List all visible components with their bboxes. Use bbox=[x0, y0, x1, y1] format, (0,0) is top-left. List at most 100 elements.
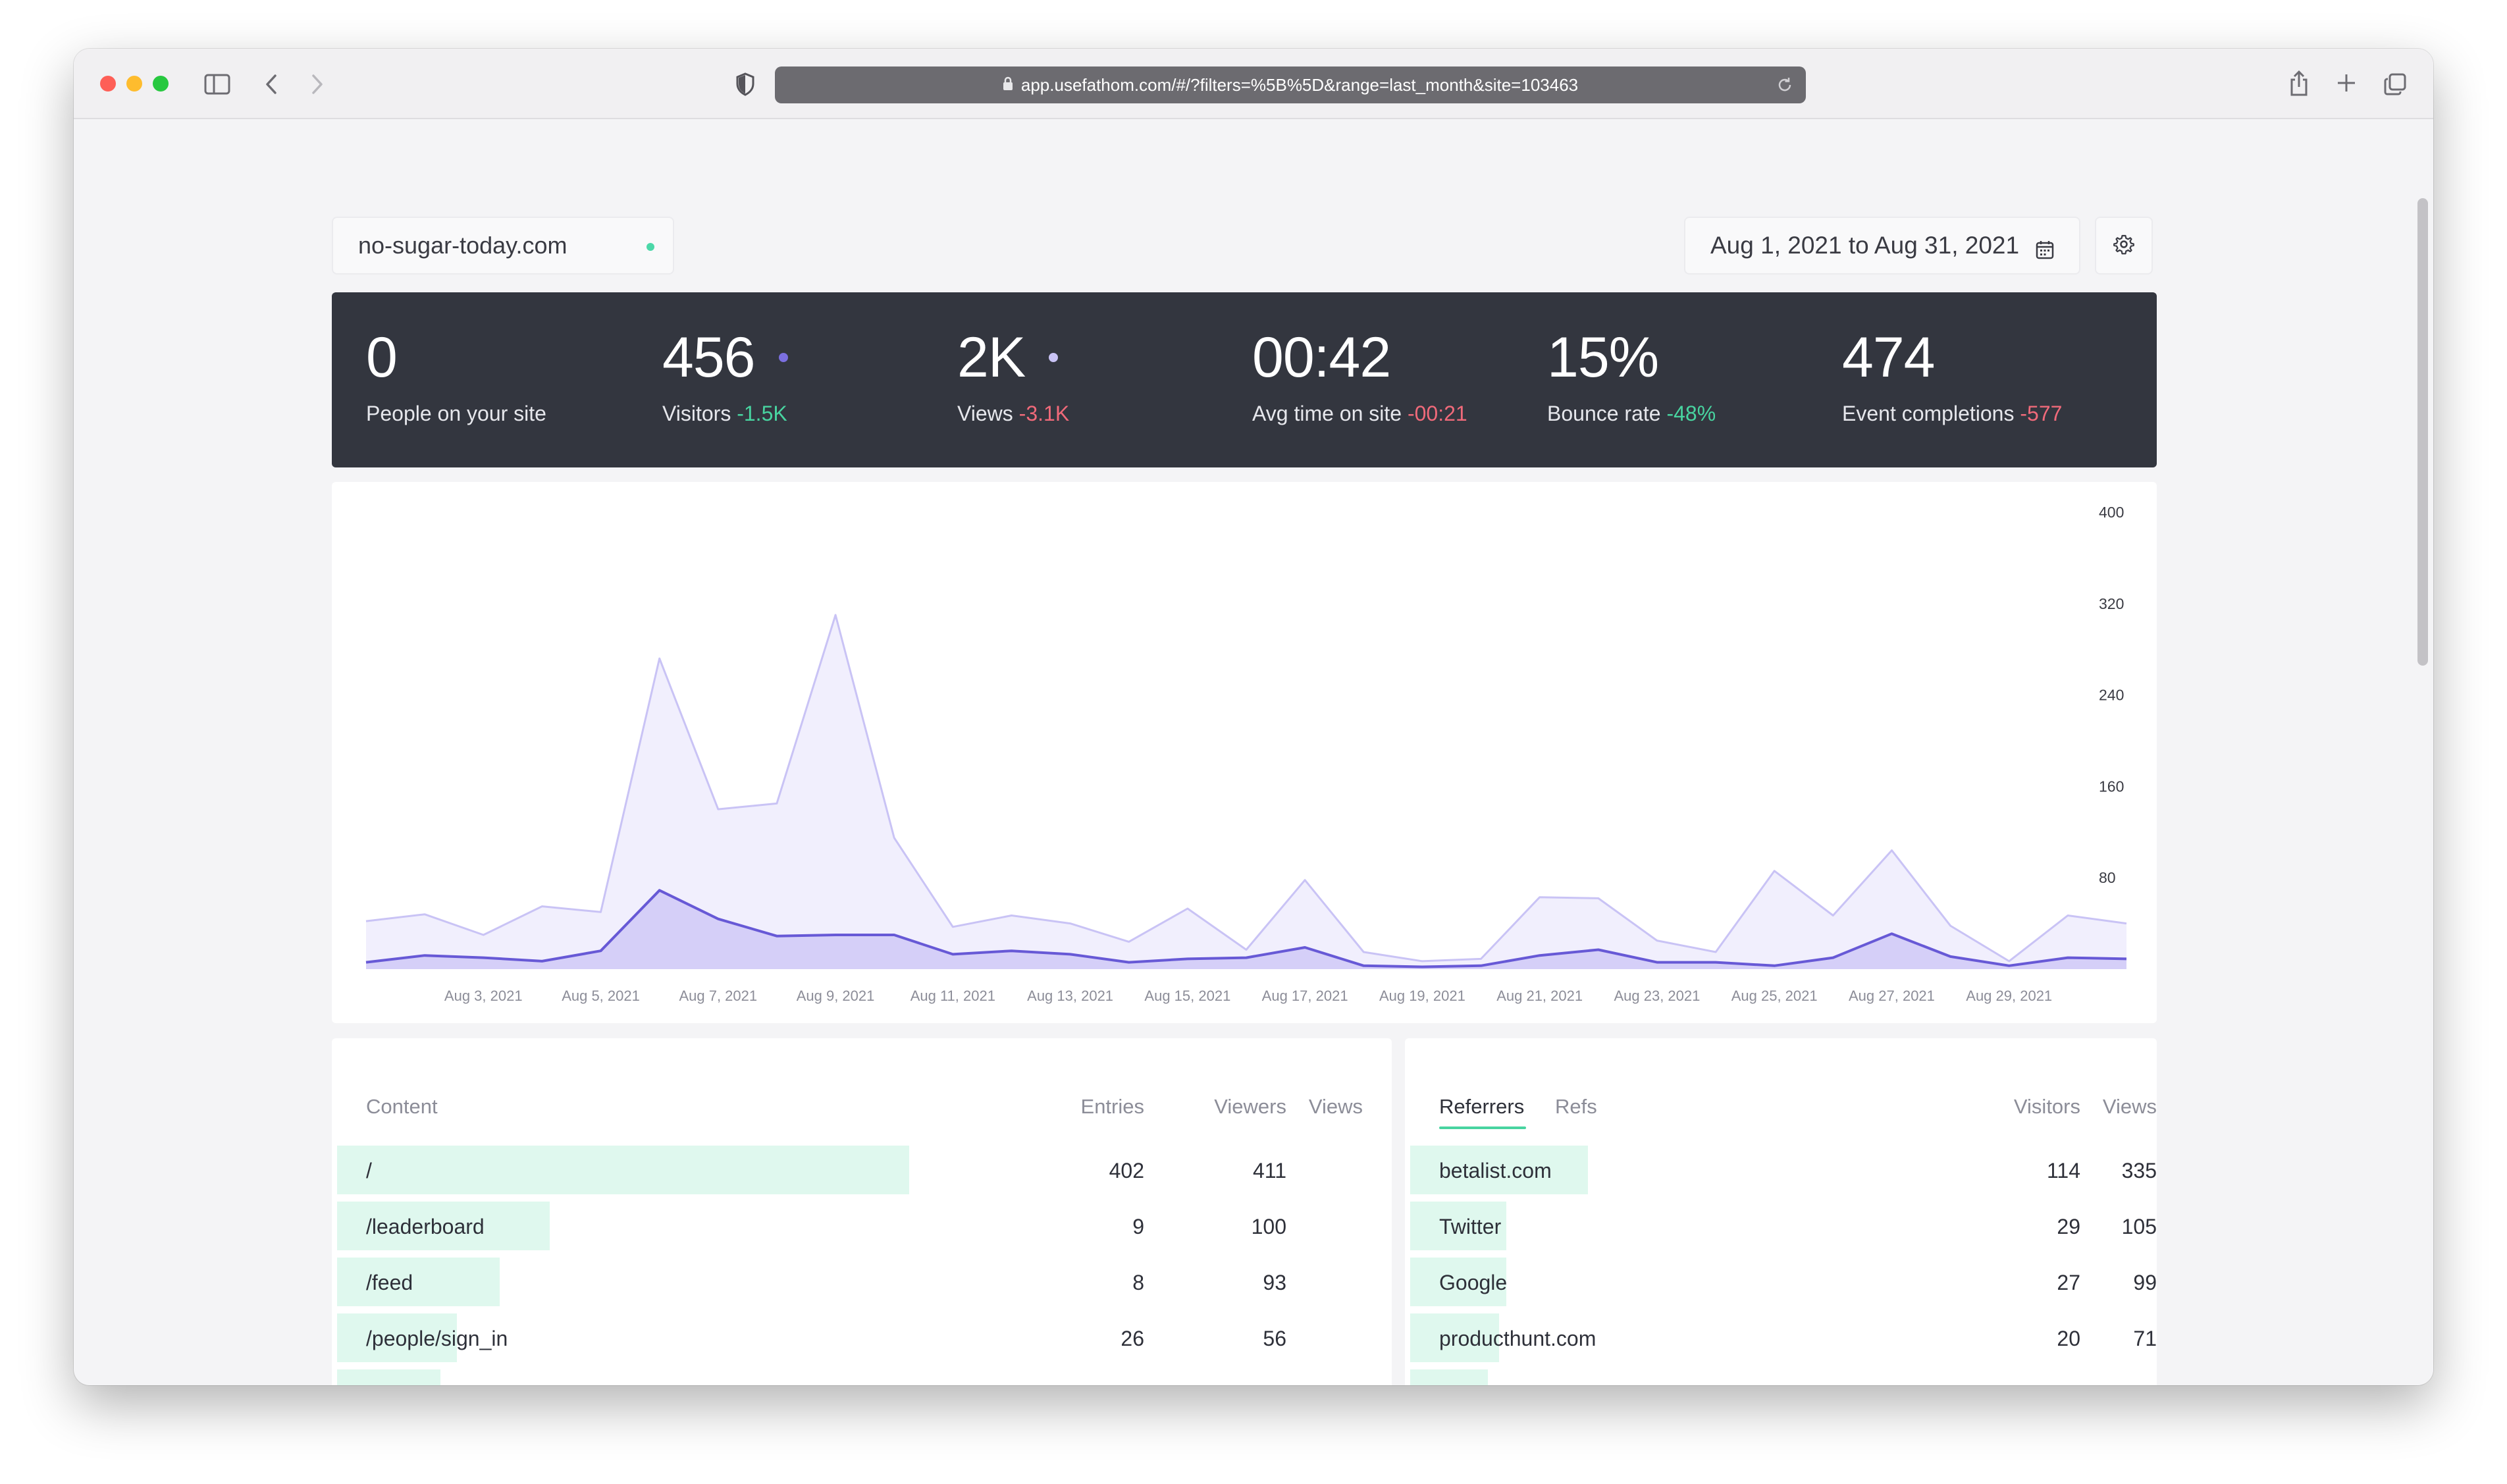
content-row[interactable]: /people/sign_up65289 bbox=[337, 1369, 1386, 1385]
minimize-window-button[interactable] bbox=[126, 76, 142, 92]
row-label: betalist.com bbox=[1439, 1159, 1552, 1182]
lock-icon bbox=[1003, 75, 1013, 95]
viewers-header[interactable]: Viewers bbox=[1214, 1095, 1286, 1118]
stat-visitors[interactable]: 456 Visitors -1.5K bbox=[662, 329, 788, 426]
series-area-visitors bbox=[366, 890, 2126, 969]
row-views: 105 bbox=[2121, 1215, 2157, 1238]
gear-icon bbox=[2113, 234, 2134, 258]
x-tick-label: Aug 3, 2021 bbox=[444, 988, 523, 1004]
traffic-chart[interactable]: 80 160 240 320 400 Aug 3, 2021 Aug 5, 2021 Aug … bbox=[332, 482, 2157, 1023]
visitors-series-dot bbox=[778, 353, 788, 362]
referrers-panel: Referrers Refs Visitors Views betalist.c… bbox=[1405, 1038, 2157, 1385]
row-viewers: 411 bbox=[1252, 1159, 1286, 1182]
series-line-views[interactable] bbox=[365, 614, 2127, 963]
active-tab-indicator bbox=[1439, 1126, 1526, 1129]
content-panel: Content Entries Viewers Views / 402 411 1K /… bbox=[332, 1038, 1392, 1385]
forward-icon[interactable] bbox=[304, 71, 330, 97]
referrer-row[interactable]: betalist.com 114 335 bbox=[1410, 1146, 2157, 1194]
x-tick-label: Aug 17, 2021 bbox=[1262, 988, 1348, 1004]
row-label: make.rs bbox=[1439, 1383, 1514, 1385]
content-header: Content bbox=[366, 1095, 438, 1118]
y-tick-label: 400 bbox=[2099, 504, 2124, 521]
tab-overview-icon[interactable] bbox=[2382, 71, 2408, 97]
address-bar[interactable]: app.usefathom.com/#/?filters=%5B%5D&rang… bbox=[775, 66, 1806, 103]
ref-views-header[interactable]: Views bbox=[2102, 1095, 2157, 1118]
date-range-text: Aug 1, 2021 to Aug 31, 2021 bbox=[1710, 232, 2020, 259]
row-share-bar bbox=[337, 1146, 909, 1194]
referrer-row[interactable]: producthunt.com 20 71 bbox=[1410, 1313, 2157, 1362]
row-views: 206 bbox=[1297, 1271, 1392, 1295]
row-views: 127 bbox=[1297, 1327, 1392, 1351]
stat-avg-time: 00:42 Avg time on site -00:21 bbox=[1252, 329, 1467, 426]
privacy-shield-icon[interactable] bbox=[732, 71, 758, 97]
series-area-views bbox=[366, 615, 2126, 969]
row-entries: 6 bbox=[1013, 1383, 1144, 1385]
x-tick-label: Aug 27, 2021 bbox=[1849, 988, 1935, 1004]
close-window-button[interactable] bbox=[100, 76, 116, 92]
row-share-bar bbox=[337, 1313, 457, 1362]
calendar-icon bbox=[2036, 238, 2054, 265]
entries-header[interactable]: Entries bbox=[1080, 1095, 1144, 1118]
browser-toolbar: app.usefathom.com/#/?filters=%5B%5D&rang… bbox=[74, 49, 2433, 119]
site-selector[interactable]: no-sugar-today.com bbox=[332, 217, 674, 275]
new-tab-icon[interactable] bbox=[2335, 71, 2358, 95]
traffic-chart-card: 80 160 240 320 400 Aug 3, 2021 Aug 5, 2021 Aug … bbox=[332, 482, 2157, 1023]
views-header[interactable]: Views bbox=[1308, 1095, 1363, 1118]
row-label: Google bbox=[1439, 1271, 1508, 1294]
row-views: 335 bbox=[2121, 1159, 2157, 1182]
stat-label: Visitors bbox=[662, 402, 731, 425]
stat-value: 2K bbox=[957, 326, 1026, 389]
referrer-row[interactable]: make.rs 636 bbox=[1410, 1369, 2157, 1385]
content-row[interactable]: /leaderboard9100299 bbox=[337, 1202, 1386, 1250]
row-entries: 8 bbox=[1132, 1271, 1144, 1294]
y-tick-label: 80 bbox=[2099, 869, 2116, 886]
reload-icon[interactable] bbox=[1776, 76, 1794, 99]
settings-button[interactable] bbox=[2095, 217, 2153, 275]
row-share-bar bbox=[1410, 1202, 1506, 1250]
stat-value: 00:42 bbox=[1252, 326, 1391, 389]
site-name: no-sugar-today.com bbox=[358, 232, 567, 259]
x-tick-label: Aug 5, 2021 bbox=[562, 988, 640, 1004]
scrollbar[interactable] bbox=[2411, 119, 2433, 1385]
row-views: 299 bbox=[1297, 1215, 1392, 1239]
row-viewers: 56 bbox=[1263, 1327, 1286, 1350]
stat-delta: -577 bbox=[2020, 402, 2063, 425]
row-share-bar bbox=[337, 1202, 550, 1250]
stat-label: Bounce rate bbox=[1547, 402, 1661, 425]
row-visitors: 6 bbox=[1949, 1383, 2080, 1385]
row-label: Twitter bbox=[1439, 1215, 1502, 1238]
stat-event-completions: 474 Event completions -577 bbox=[1842, 329, 2062, 426]
x-tick-label: Aug 9, 2021 bbox=[797, 988, 875, 1004]
x-tick-label: Aug 25, 2021 bbox=[1731, 988, 1818, 1004]
sidebar-toggle-icon[interactable] bbox=[203, 71, 232, 97]
stat-views[interactable]: 2K Views -3.1K bbox=[957, 329, 1069, 426]
stat-label: Event completions bbox=[1842, 402, 2015, 425]
stat-delta: -48% bbox=[1666, 402, 1716, 425]
x-tick-label: Aug 19, 2021 bbox=[1379, 988, 1465, 1004]
site-live-indicator bbox=[647, 243, 654, 251]
row-visitors: 114 bbox=[2046, 1159, 2080, 1182]
row-viewers: 52 bbox=[1155, 1383, 1286, 1385]
row-entries: 9 bbox=[1132, 1215, 1144, 1238]
y-tick-label: 320 bbox=[2099, 595, 2124, 612]
x-tick-label: Aug 21, 2021 bbox=[1496, 988, 1583, 1004]
date-range-picker[interactable]: Aug 1, 2021 to Aug 31, 2021 bbox=[1684, 217, 2080, 275]
content-row[interactable]: /people/sign_in2656127 bbox=[337, 1313, 1386, 1362]
content-row[interactable]: /feed893206 bbox=[337, 1258, 1386, 1306]
referrer-row[interactable]: Twitter 29 105 bbox=[1410, 1202, 2157, 1250]
back-icon[interactable] bbox=[258, 71, 284, 97]
series-line-visitors[interactable] bbox=[365, 889, 2127, 968]
visitors-header[interactable]: Visitors bbox=[2013, 1095, 2080, 1118]
row-share-bar bbox=[1410, 1258, 1506, 1306]
content-row[interactable]: /4024111K bbox=[337, 1146, 1386, 1194]
referrer-row[interactable]: Google 27 99 bbox=[1410, 1258, 2157, 1306]
stat-value: 474 bbox=[1842, 326, 1935, 389]
scrollbar-thumb[interactable] bbox=[2417, 198, 2428, 666]
tab-referrers[interactable]: Referrers bbox=[1439, 1095, 1525, 1118]
row-views: 36 bbox=[2025, 1383, 2157, 1385]
tab-refs[interactable]: Refs bbox=[1555, 1095, 1597, 1118]
row-share-bar bbox=[337, 1369, 440, 1385]
zoom-window-button[interactable] bbox=[153, 76, 169, 92]
row-views: 71 bbox=[2133, 1327, 2157, 1350]
share-icon[interactable] bbox=[2286, 68, 2312, 97]
